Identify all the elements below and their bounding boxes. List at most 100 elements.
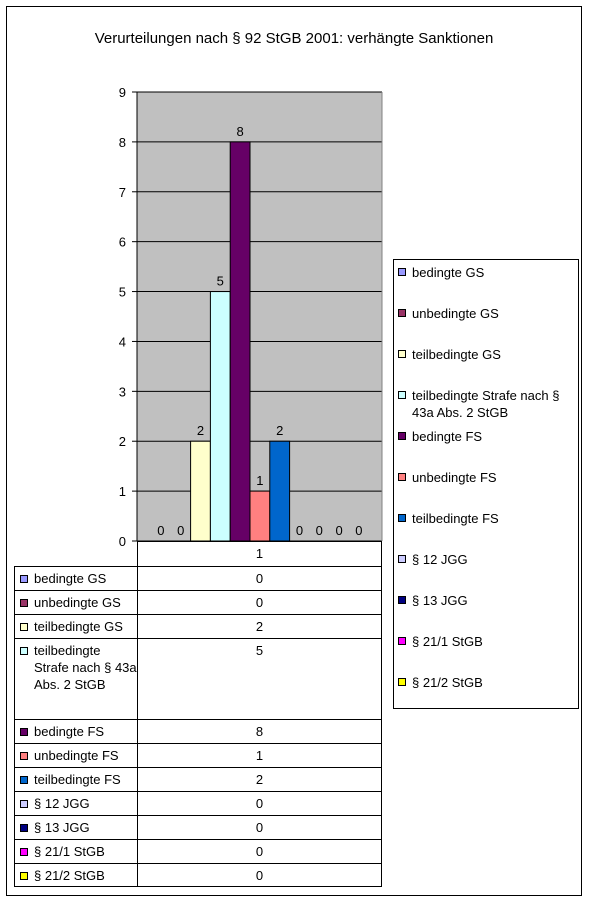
legend-label: bedingte FS bbox=[412, 429, 483, 444]
table-value-cell: 0 bbox=[137, 590, 382, 615]
table-series-cell: § 21/2 StGB bbox=[14, 863, 138, 887]
data-label: 0 bbox=[296, 523, 303, 538]
legend-label: teilbedingte GS bbox=[412, 347, 501, 362]
table-series-label: § 21/2 StGB bbox=[34, 868, 105, 883]
table-value-cell: 8 bbox=[137, 719, 382, 744]
table-series-label: bedingte FS bbox=[34, 724, 105, 739]
y-tick-label: 5 bbox=[119, 285, 126, 300]
y-tick-label: 3 bbox=[119, 384, 126, 399]
legend-item: teilbedingte FS bbox=[398, 510, 576, 527]
table-swatch bbox=[20, 623, 28, 631]
table-series-label: unbedingte GS bbox=[34, 595, 121, 610]
legend-swatch bbox=[398, 473, 406, 481]
data-table: 1 bedingte GS 0 unbedingte GS 0 teilbedingte … bbox=[14, 541, 382, 887]
table-swatch bbox=[20, 575, 28, 583]
data-label: 5 bbox=[217, 274, 224, 289]
table-row: teilbedingte GS 2 bbox=[14, 614, 382, 639]
table-series-cell: bedingte FS bbox=[14, 719, 138, 744]
legend-swatch bbox=[398, 514, 406, 522]
table-series-cell: unbedingte GS bbox=[14, 590, 138, 615]
legend: bedingte GS unbedingte GS teilbedingte GS t… bbox=[393, 259, 579, 709]
legend-item: § 12 JGG bbox=[398, 551, 576, 568]
table-row: § 21/1 StGB 0 bbox=[14, 839, 382, 864]
table-swatch bbox=[20, 752, 28, 760]
legend-label: § 13 JGG bbox=[412, 593, 468, 608]
chart-frame bbox=[6, 6, 582, 896]
table-series-cell: § 12 JGG bbox=[14, 791, 138, 816]
data-label: 0 bbox=[316, 523, 323, 538]
table-row: unbedingte GS 0 bbox=[14, 590, 382, 615]
table-swatch bbox=[20, 728, 28, 736]
table-swatch bbox=[20, 599, 28, 607]
legend-label: § 21/1 StGB bbox=[412, 634, 483, 649]
data-label: 2 bbox=[197, 423, 204, 438]
y-tick-label: 2 bbox=[119, 434, 126, 449]
table-value-cell: 0 bbox=[137, 566, 382, 591]
table-swatch bbox=[20, 800, 28, 808]
table-row: unbedingte FS 1 bbox=[14, 743, 382, 768]
legend-swatch bbox=[398, 555, 406, 563]
table-header-row: 1 bbox=[14, 541, 382, 567]
table-series-label: § 12 JGG bbox=[34, 796, 90, 811]
table-series-cell: § 13 JGG bbox=[14, 815, 138, 840]
data-label: 2 bbox=[276, 423, 283, 438]
y-tick-label: 0 bbox=[119, 534, 126, 549]
data-label: 0 bbox=[157, 523, 164, 538]
table-series-label: § 21/1 StGB bbox=[34, 844, 105, 859]
legend-swatch bbox=[398, 268, 406, 276]
legend-item: unbedingte FS bbox=[398, 469, 576, 486]
table-value-cell: 2 bbox=[137, 614, 382, 639]
legend-label: unbedingte GS bbox=[412, 306, 499, 321]
legend-swatch bbox=[398, 432, 406, 440]
data-label: 0 bbox=[355, 523, 362, 538]
table-value-cell: 0 bbox=[137, 863, 382, 887]
table-series-label: teilbedingte GS bbox=[34, 619, 123, 634]
table-series-cell: § 21/1 StGB bbox=[14, 839, 138, 864]
y-tick-label: 1 bbox=[119, 484, 126, 499]
bar bbox=[229, 141, 251, 542]
data-label: 0 bbox=[335, 523, 342, 538]
legend-swatch bbox=[398, 596, 406, 604]
table-row: § 13 JGG 0 bbox=[14, 815, 382, 840]
y-tick-label: 9 bbox=[119, 85, 126, 100]
table-series-cell: unbedingte FS bbox=[14, 743, 138, 768]
bar bbox=[269, 440, 291, 542]
legend-item: teilbedingte Strafe nach § 43a Abs. 2 St… bbox=[398, 387, 576, 421]
table-swatch bbox=[20, 776, 28, 784]
legend-item: § 21/1 StGB bbox=[398, 633, 576, 650]
table-swatch bbox=[20, 824, 28, 832]
table-row: teilbedingte FS 2 bbox=[14, 767, 382, 792]
chart-title: Verurteilungen nach § 92 StGB 2001: verh… bbox=[95, 30, 494, 47]
legend-item: bedingte GS bbox=[398, 264, 576, 281]
y-tick-label: 8 bbox=[119, 135, 126, 150]
legend-item: unbedingte GS bbox=[398, 305, 576, 322]
legend-item: teilbedingte GS bbox=[398, 346, 576, 363]
table-series-cell: teilbedingte Strafe nach § 43a Abs. 2 St… bbox=[14, 638, 138, 720]
table-series-cell: teilbedingte GS bbox=[14, 614, 138, 639]
legend-label: bedingte GS bbox=[412, 265, 485, 280]
legend-swatch bbox=[398, 350, 406, 358]
table-series-label: teilbedingte Strafe nach § 43a Abs. 2 St… bbox=[34, 643, 137, 692]
bar bbox=[190, 440, 211, 542]
table-value-cell: 0 bbox=[137, 791, 382, 816]
y-tick-label: 7 bbox=[119, 185, 126, 200]
legend-swatch bbox=[398, 391, 406, 399]
y-tick-label: 6 bbox=[119, 235, 126, 250]
legend-label: teilbedingte Strafe nach § 43a Abs. 2 St… bbox=[412, 388, 560, 420]
legend-item: bedingte FS bbox=[398, 428, 576, 445]
table-row: § 21/2 StGB 0 bbox=[14, 863, 382, 887]
table-swatch bbox=[20, 647, 28, 655]
legend-swatch bbox=[398, 637, 406, 645]
table-swatch bbox=[20, 872, 28, 880]
legend-item: § 13 JGG bbox=[398, 592, 576, 609]
table-swatch bbox=[20, 848, 28, 856]
table-value-cell: 0 bbox=[137, 815, 382, 840]
table-row: bedingte FS 8 bbox=[14, 719, 382, 744]
table-series-label: unbedingte FS bbox=[34, 748, 119, 763]
table-series-cell: teilbedingte FS bbox=[14, 767, 138, 792]
table-value-cell: 1 bbox=[137, 743, 382, 768]
y-tick-label: 4 bbox=[119, 334, 126, 349]
plot-background bbox=[137, 92, 382, 541]
table-row: bedingte GS 0 bbox=[14, 566, 382, 591]
